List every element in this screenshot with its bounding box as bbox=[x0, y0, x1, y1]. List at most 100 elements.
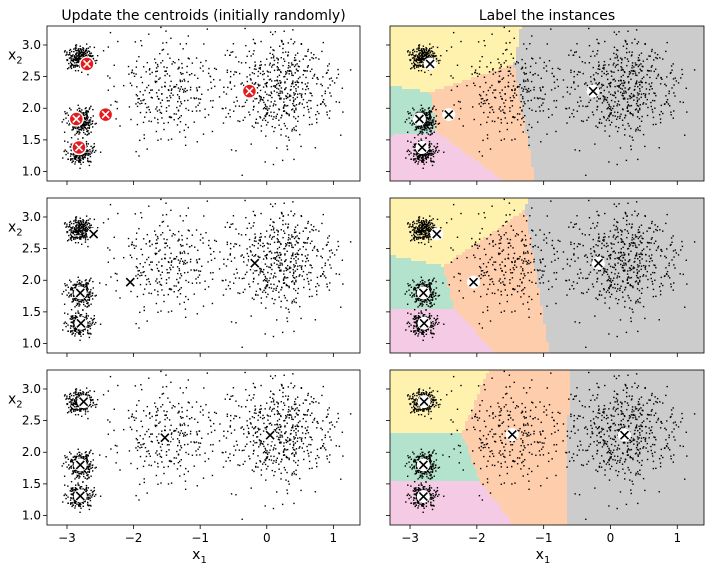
region-cell bbox=[390, 131, 393, 134]
data-point bbox=[83, 121, 86, 123]
region-cell bbox=[435, 26, 438, 29]
region-cell bbox=[546, 77, 549, 80]
region-cell bbox=[498, 26, 501, 29]
region-cell bbox=[573, 161, 576, 164]
region-cell bbox=[390, 32, 393, 35]
region-cell bbox=[507, 86, 510, 89]
region-cell bbox=[405, 62, 408, 65]
region-cell bbox=[408, 161, 411, 164]
region-cell bbox=[492, 116, 495, 119]
region-cell bbox=[483, 98, 486, 101]
region-cell bbox=[492, 35, 495, 38]
region-cell bbox=[489, 152, 492, 155]
region-cell bbox=[432, 89, 435, 92]
region-cell bbox=[537, 26, 540, 29]
region-cell bbox=[579, 134, 582, 137]
region-cell bbox=[408, 143, 411, 146]
region-cell bbox=[549, 35, 552, 38]
region-cell bbox=[471, 95, 474, 98]
region-cell bbox=[405, 146, 408, 149]
region-cell bbox=[441, 80, 444, 83]
region-cell bbox=[486, 89, 489, 92]
region-cell bbox=[540, 32, 543, 35]
data-point bbox=[272, 57, 275, 59]
region-cell bbox=[561, 101, 564, 104]
data-point bbox=[77, 60, 79, 63]
region-cell bbox=[516, 98, 519, 101]
region-cell bbox=[570, 143, 573, 146]
region-cell bbox=[546, 50, 549, 53]
region-cell bbox=[441, 164, 444, 167]
data-point bbox=[300, 94, 303, 97]
region-cell bbox=[408, 155, 411, 158]
data-point bbox=[278, 92, 280, 95]
region-cell bbox=[579, 116, 582, 119]
data-point bbox=[293, 57, 296, 59]
region-cell bbox=[459, 122, 462, 125]
region-cell bbox=[459, 35, 462, 38]
region-cell bbox=[408, 176, 411, 179]
region-cell bbox=[450, 41, 453, 44]
data-point bbox=[266, 109, 269, 112]
data-point bbox=[178, 97, 181, 100]
region-cell bbox=[534, 65, 537, 68]
region-cell bbox=[390, 29, 393, 32]
region-cell bbox=[468, 80, 471, 83]
region-cell bbox=[492, 122, 495, 125]
data-point bbox=[304, 83, 307, 85]
data-point bbox=[186, 71, 188, 74]
region-cell bbox=[513, 107, 516, 110]
region-cell bbox=[564, 104, 567, 107]
region-cell bbox=[453, 92, 456, 95]
data-point bbox=[79, 167, 81, 169]
region-cell bbox=[531, 29, 534, 32]
region-cell bbox=[582, 53, 585, 56]
data-point bbox=[74, 155, 77, 157]
data-point bbox=[93, 145, 96, 148]
data-point bbox=[322, 98, 325, 101]
region-cell bbox=[402, 38, 405, 41]
region-cell bbox=[450, 83, 453, 86]
region-cell bbox=[513, 161, 516, 164]
region-cell bbox=[405, 77, 408, 80]
region-cell bbox=[420, 179, 423, 181]
region-cell bbox=[441, 92, 444, 95]
region-cell bbox=[531, 140, 534, 143]
data-point bbox=[214, 85, 216, 88]
data-point bbox=[170, 89, 173, 91]
region-cell bbox=[405, 125, 408, 128]
data-point bbox=[161, 99, 164, 102]
region-cell bbox=[471, 83, 474, 86]
region-cell bbox=[570, 179, 573, 181]
region-cell bbox=[525, 119, 528, 122]
region-cell bbox=[567, 77, 570, 80]
region-cell bbox=[570, 56, 573, 59]
region-cell bbox=[552, 143, 555, 146]
region-cell bbox=[501, 80, 504, 83]
region-cell bbox=[465, 80, 468, 83]
region-cell bbox=[435, 122, 438, 125]
region-cell bbox=[534, 56, 537, 59]
region-cell bbox=[393, 101, 396, 104]
region-cell bbox=[393, 32, 396, 35]
region-cell bbox=[444, 176, 447, 179]
region-cell bbox=[462, 107, 465, 110]
data-point bbox=[86, 115, 89, 117]
data-point bbox=[335, 101, 337, 103]
data-point bbox=[170, 116, 172, 119]
region-cell bbox=[480, 128, 483, 131]
data-point bbox=[135, 150, 137, 153]
region-cell bbox=[480, 47, 483, 50]
region-cell bbox=[570, 149, 573, 152]
region-cell bbox=[477, 74, 480, 77]
region-cell bbox=[534, 35, 537, 38]
region-cell bbox=[480, 161, 483, 164]
data-point bbox=[288, 113, 290, 115]
region-cell bbox=[492, 158, 495, 161]
region-cell bbox=[480, 71, 483, 74]
region-cell bbox=[531, 122, 534, 125]
region-cell bbox=[474, 59, 477, 62]
region-cell bbox=[429, 86, 432, 89]
data-point bbox=[295, 88, 297, 90]
region-cell bbox=[492, 77, 495, 80]
